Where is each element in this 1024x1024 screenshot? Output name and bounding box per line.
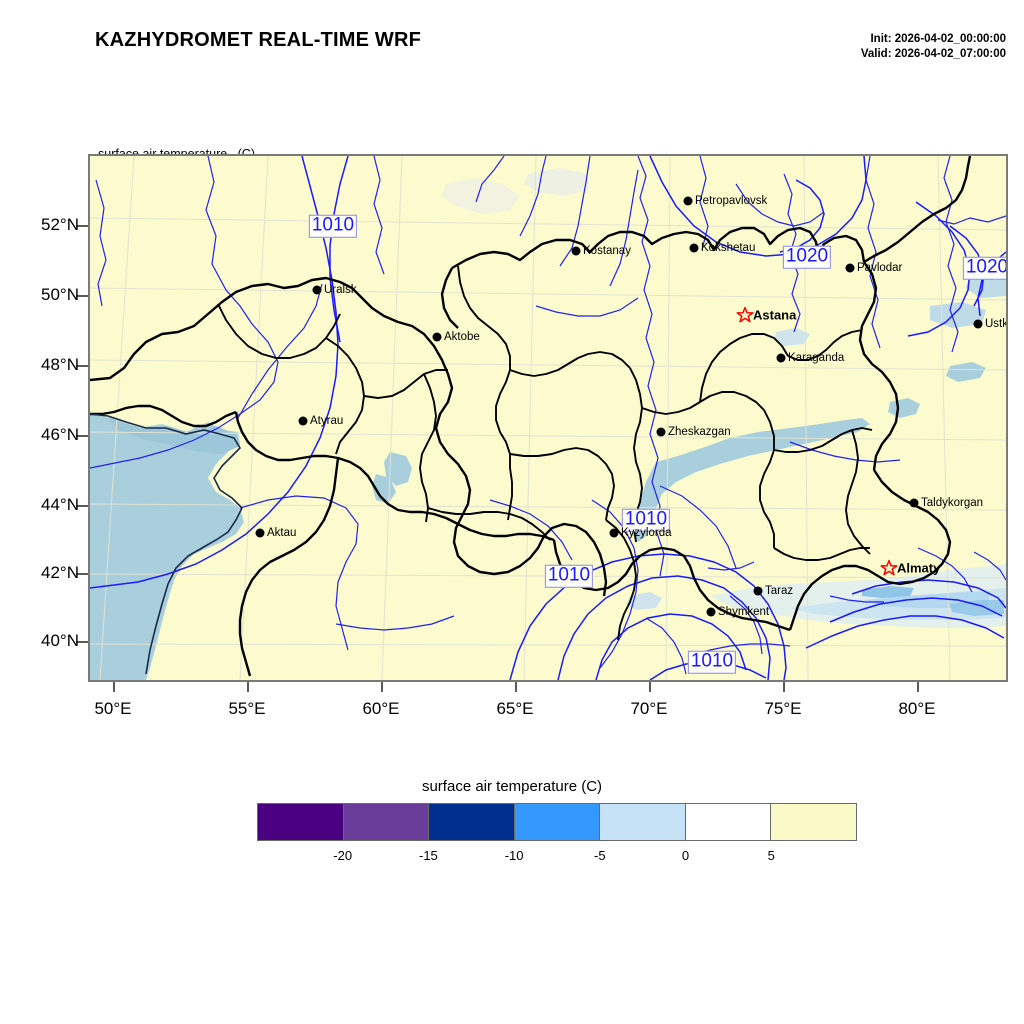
y-axis-label: 50°N [41,285,79,304]
map-panel: 1010 1020 1020 1010 1010 1010 1010 Petro… [41,154,1008,718]
star-icon [736,306,754,323]
city-label: Taraz [765,585,794,597]
city-dot [609,528,619,538]
colorbar: -20 -15 -10 -5 0 5 [257,803,857,863]
colorbar-swatch [429,804,515,840]
x-tick [649,682,651,692]
lake-balkhash [632,418,870,542]
city-dot [689,243,699,253]
city-label: Aktau [267,527,297,539]
isobar-label: 1010 [308,214,358,238]
city-label: Atyrau [310,415,344,427]
valid-time-label: Valid: 2026-04-02_07:00:00 [860,48,1006,61]
colorbar-swatch [258,804,344,840]
city-dot [255,528,265,538]
x-axis-label: 50°E [94,699,132,718]
colorbar-tick: -5 [594,848,606,863]
city-dot [312,285,322,295]
x-axis-label: 70°E [630,699,668,718]
aral-sea [384,452,412,486]
x-axis-label: 55°E [228,699,266,718]
city-dot [753,586,763,596]
colorbar-tick: 0 [681,848,690,863]
y-tick [76,505,88,507]
y-axis-label: 40°N [41,631,79,650]
y-axis-label: 52°N [41,215,79,234]
x-axis-label: 65°E [496,699,534,718]
isobar-label: 1010 [621,508,671,532]
colorbar-tick: -20 [333,848,353,863]
y-axis-label: 48°N [41,355,79,374]
city-label: Kokshetau [701,242,756,254]
isobar-label: 1010 [687,650,737,674]
isobar-label: 1020 [782,245,832,269]
y-axis-label: 42°N [41,563,79,582]
city-dot [571,246,581,256]
city-dot [656,427,666,437]
isobar-label: 1010 [544,564,594,588]
oblast-borders [217,265,873,641]
city-label: Pavlodar [857,262,903,274]
y-tick [76,365,88,367]
city-dot [909,498,919,508]
y-tick [76,295,88,297]
city-dot [298,416,308,426]
colorbar-swatches [257,803,857,841]
colorbar-swatch [771,804,857,840]
y-tick [76,435,88,437]
map-geography [90,156,1006,680]
city-label: Karaganda [788,352,845,364]
x-tick [113,682,115,692]
x-axis-label: 80°E [898,699,936,718]
star-icon [880,559,898,576]
x-axis-label: 60°E [362,699,400,718]
y-axis-label: 46°N [41,425,79,444]
y-axis-label: 44°N [41,495,79,514]
city-label: Uralsk [324,284,357,296]
colorbar-swatch [685,804,772,840]
city-dot [683,196,693,206]
page-title: KAZHYDROMET REAL-TIME WRF [95,29,422,51]
city-label: Ustkamen [985,318,1008,330]
x-tick [381,682,383,692]
x-tick [515,682,517,692]
city-label: Taldykorgan [921,497,984,509]
city-label: Kyzylorda [621,527,672,539]
y-tick [76,573,88,575]
city-dot [845,263,855,273]
x-tick [247,682,249,692]
init-time-label: Init: 2026-04-02_00:00:00 [870,33,1006,45]
city-dot [973,319,983,329]
y-tick [76,225,88,227]
city-label: Astana [753,307,797,323]
colorbar-tick: 5 [767,848,775,863]
x-tick [783,682,785,692]
y-tick [76,641,88,643]
x-tick [917,682,919,692]
city-dot [706,607,716,617]
colorbar-tick: -15 [418,848,438,863]
coastline [90,413,243,675]
colorbar-swatch [514,804,601,840]
map-plot-area: 1010 1020 1020 1010 1010 1010 1010 Petro… [88,154,1008,682]
colorbar-swatch [600,804,686,840]
city-label: Kostanay [583,245,631,257]
colorbar-swatch [343,804,430,840]
rivers [90,156,1006,675]
x-axis-label: 75°E [764,699,802,718]
colorbar-tick: -10 [504,848,524,863]
city-dot [776,353,786,363]
colorbar-title: surface air temperature (C) [421,778,603,795]
city-label: Zheskazgan [668,426,731,438]
city-dot [432,332,442,342]
city-label: Petropavlovsk [695,195,768,207]
city-label: Shymkent [718,606,770,618]
model-run-info: Init: 2026-04-02_00:00:00 Valid: 2026-04… [861,32,1006,62]
city-label: Aktobe [444,331,480,343]
isobar-label: 1020 [962,256,1006,280]
city-label: Almaty [897,560,941,576]
